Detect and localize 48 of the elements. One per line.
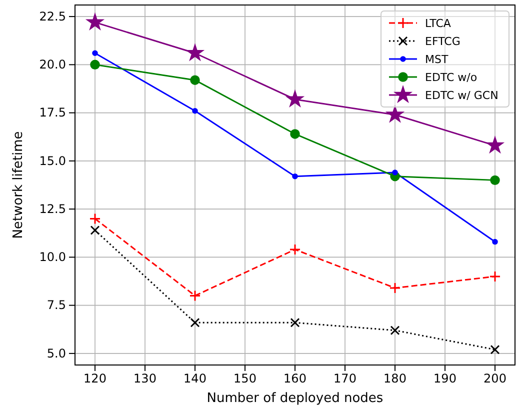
point [89,212,101,224]
point [489,270,501,282]
x-tick-label: 140 [184,372,206,386]
x-tick-label: 120 [84,372,106,386]
y-axis-title: Network lifetime [11,131,26,239]
point [190,75,200,85]
point [386,106,404,122]
legend-label: EFTCG [425,35,460,48]
point [490,344,500,354]
x-tick-label: 170 [334,372,356,386]
legend-label: LTCA [425,17,452,30]
point [490,175,500,186]
x-tick-label: 180 [384,372,406,386]
legend-label: MST [425,53,448,66]
y-tick-label: 12.5 [39,202,66,216]
point [190,318,200,328]
x-tick-label: 200 [484,372,506,386]
x-axis-title: Number of deployed nodes [206,391,384,406]
x-tick-label: 130 [134,372,156,386]
point [390,326,400,336]
point [86,13,104,30]
y-tick-label: 5.0 [46,346,66,360]
point [292,173,298,180]
point [290,318,300,328]
x-tick-label: 160 [284,372,306,386]
point [90,60,100,70]
point [392,170,398,176]
point [192,108,198,114]
point [289,244,301,256]
x-tick-label: 150 [234,372,256,386]
point [290,129,300,139]
y-tick-label: 7.5 [46,298,66,312]
point [189,290,201,302]
point [389,282,401,294]
legend-label: EDTC w/o [425,71,478,84]
x-tick-label: 190 [434,372,456,386]
point [90,225,100,235]
y-tick-label: 22.5 [39,9,66,24]
point [492,238,498,245]
point [92,50,98,56]
legend-label: EDTC w/ GCN [425,89,498,102]
y-tick-label: 17.5 [39,106,66,120]
point [486,136,504,153]
point [186,44,204,60]
y-tick-label: 10.0 [39,250,66,264]
y-tick-label: 15.0 [39,154,66,168]
y-tick-label: 20.0 [39,58,66,72]
point [286,90,304,107]
